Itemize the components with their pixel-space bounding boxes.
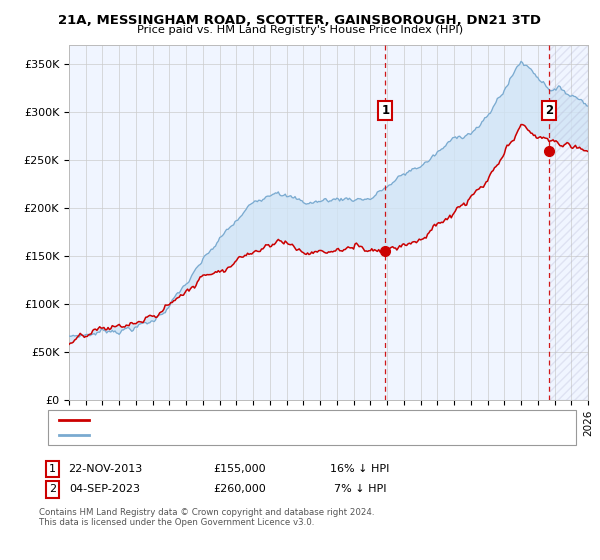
Text: HPI: Average price, detached house, West Lindsey: HPI: Average price, detached house, West… (96, 431, 335, 440)
Text: £260,000: £260,000 (214, 484, 266, 494)
Text: 21A, MESSINGHAM ROAD, SCOTTER, GAINSBOROUGH, DN21 3TD: 21A, MESSINGHAM ROAD, SCOTTER, GAINSBORO… (59, 14, 542, 27)
Text: 7% ↓ HPI: 7% ↓ HPI (334, 484, 386, 494)
Text: Contains HM Land Registry data © Crown copyright and database right 2024.
This d: Contains HM Land Registry data © Crown c… (39, 508, 374, 528)
Text: 04-SEP-2023: 04-SEP-2023 (70, 484, 140, 494)
Text: Price paid vs. HM Land Registry's House Price Index (HPI): Price paid vs. HM Land Registry's House … (137, 25, 463, 35)
Text: 16% ↓ HPI: 16% ↓ HPI (331, 464, 389, 474)
Text: 2: 2 (49, 484, 56, 494)
Text: 22-NOV-2013: 22-NOV-2013 (68, 464, 142, 474)
Text: £155,000: £155,000 (214, 464, 266, 474)
Text: 1: 1 (49, 464, 56, 474)
Text: 2: 2 (545, 104, 553, 116)
Text: 1: 1 (382, 104, 389, 116)
Text: 21A, MESSINGHAM ROAD, SCOTTER, GAINSBOROUGH, DN21 3TD (detached house): 21A, MESSINGHAM ROAD, SCOTTER, GAINSBORO… (96, 416, 491, 424)
